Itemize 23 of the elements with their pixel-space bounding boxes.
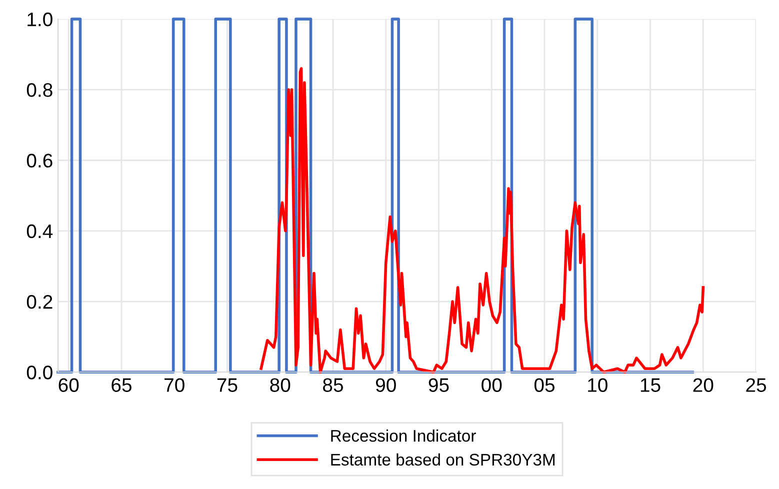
x-tick-label: 60 [58, 378, 79, 392]
x-tick-label: 95 [428, 378, 449, 392]
legend-label: Estamte based on SPR30Y3M [331, 453, 555, 466]
x-tick-label: 25 [746, 378, 766, 392]
x-tick-label: 10 [588, 378, 608, 392]
x-tick-label: 05 [534, 378, 555, 392]
y-tick-label: 0.0 [26, 366, 52, 380]
line-series [260, 67, 705, 374]
legend-label: Recession Indicator [331, 429, 476, 442]
x-tick-label: 15 [640, 378, 660, 392]
x-tick-label: 65 [112, 378, 132, 392]
y-tick-label: 0.8 [26, 83, 52, 97]
x-tick-label: 70 [164, 378, 184, 392]
x-tick-label: 85 [323, 378, 343, 392]
x-tick-label: 20 [693, 378, 714, 392]
x-tick-label: 80 [270, 378, 290, 392]
y-tick-label: 0.6 [26, 154, 52, 168]
y-tick-label: 0.2 [26, 294, 52, 309]
x-tick-label: 90 [376, 378, 396, 392]
y-tick-label: 1.0 [28, 12, 52, 26]
y-tick-label: 0.4 [26, 224, 53, 238]
x-tick-label: 75 [217, 378, 238, 392]
x-tick-label: 00 [482, 378, 502, 392]
